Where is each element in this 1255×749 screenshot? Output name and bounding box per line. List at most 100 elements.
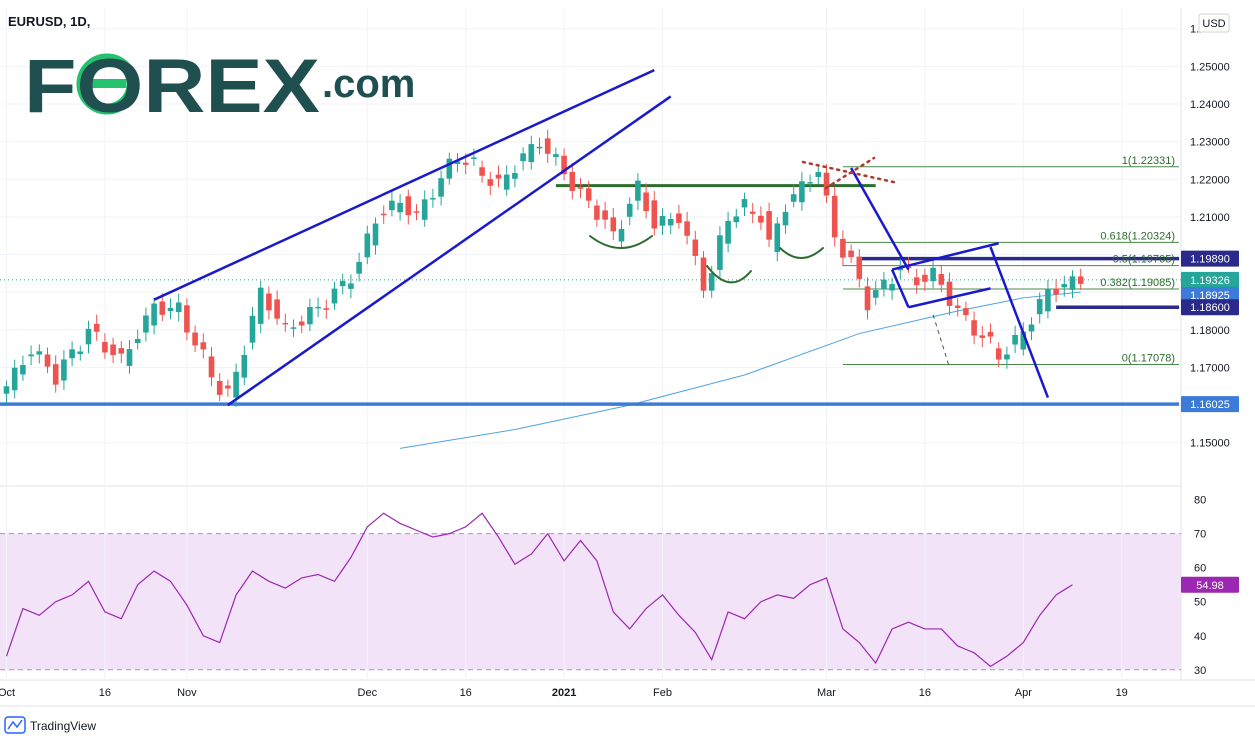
candle-body	[840, 238, 846, 258]
candle-body	[987, 331, 994, 337]
candle-body	[167, 307, 174, 312]
candle-body	[356, 261, 362, 274]
x-tick-label: Dec	[358, 687, 378, 699]
candle-body	[725, 220, 731, 244]
level-1.18600-box	[1181, 299, 1239, 316]
candle-body	[536, 146, 543, 149]
currency-box[interactable]	[1198, 13, 1230, 33]
candle-body	[602, 210, 608, 220]
candle-body	[495, 174, 502, 179]
candle-body	[946, 281, 953, 306]
candle-body	[225, 385, 231, 389]
candle-body	[561, 155, 567, 175]
candle-body	[1053, 288, 1059, 295]
candle-body	[134, 338, 141, 343]
level-1.19890-box	[1181, 250, 1239, 267]
candle-body	[618, 228, 625, 242]
candle-body	[471, 157, 477, 159]
candle-body	[380, 213, 387, 216]
x-tick-label: 2021	[552, 687, 576, 699]
candle-body	[758, 215, 764, 223]
logo-suffix: .com	[322, 62, 415, 106]
candle-body	[438, 178, 444, 197]
fib-level-label: 1(1.22331)	[1122, 155, 1175, 167]
candle-body	[1069, 276, 1076, 290]
currency-label: USD	[1202, 18, 1225, 30]
dotted-mark-2	[824, 156, 876, 190]
candle-body	[208, 356, 215, 378]
candle-body	[110, 344, 116, 356]
candle-body	[249, 315, 256, 343]
candle-body	[405, 196, 412, 216]
candle-body	[782, 211, 789, 226]
candle-body	[348, 283, 354, 289]
level-1.18600-text: 1.18600	[1190, 302, 1230, 314]
candle-body	[659, 216, 666, 226]
fib-level-label: 0(1.17078)	[1122, 353, 1175, 365]
candle-body	[175, 302, 182, 313]
x-tick-label: Nov	[177, 687, 197, 699]
head-arc	[706, 265, 752, 284]
tradingview-brand[interactable]: TradingView	[4, 716, 96, 734]
candle-body	[397, 202, 403, 213]
candle-body	[159, 301, 166, 315]
candle-body	[774, 223, 781, 253]
logo-text: FOREX	[24, 44, 320, 129]
moving-average-line	[400, 291, 1081, 449]
candle-body	[922, 274, 928, 282]
candle-body	[364, 233, 371, 258]
candle-body	[192, 332, 198, 346]
y-tick-label: 1.24000	[1190, 99, 1230, 111]
candle-body	[315, 306, 321, 309]
candle-body	[667, 218, 674, 226]
candle-body	[995, 348, 1002, 360]
right-shoulder-arc	[779, 247, 824, 259]
candle-body	[266, 293, 272, 311]
candle-body	[421, 199, 428, 220]
candle-body	[626, 203, 633, 217]
rsi-last-text: 54.98	[1196, 580, 1224, 592]
candle-body	[585, 188, 592, 201]
logo-o-ring	[76, 53, 138, 115]
last-price-text: 1.19326	[1190, 275, 1230, 287]
candle-body	[790, 194, 797, 202]
candle-body	[831, 195, 838, 238]
candle-body	[766, 211, 772, 240]
candle-body	[635, 180, 641, 201]
tradingview-icon-mark	[7, 719, 23, 730]
candle-body	[643, 192, 649, 212]
candle-body	[979, 335, 986, 338]
x-tick-label: 16	[460, 687, 472, 699]
candle-body	[487, 179, 494, 186]
rsi-band	[0, 533, 1181, 670]
candle-body	[938, 274, 945, 285]
candle-body	[717, 235, 723, 270]
candle-body	[52, 364, 59, 385]
candle-body	[954, 305, 961, 309]
candle-body	[241, 354, 248, 378]
candles	[3, 129, 1084, 407]
candle-body	[749, 211, 756, 214]
y-tick-label: 1.22000	[1190, 174, 1230, 186]
candle-body	[700, 257, 707, 291]
candle-body	[61, 359, 67, 381]
level-1.18925-text: 1.18925	[1190, 290, 1230, 302]
candle-body	[1045, 288, 1051, 312]
candle-body	[512, 173, 518, 179]
candle-body	[708, 273, 715, 291]
candle-body	[807, 182, 813, 184]
candle-body	[3, 386, 10, 394]
candle-body	[69, 349, 75, 359]
candle-body	[799, 181, 805, 203]
candle-body	[389, 200, 395, 211]
rsi-tick-label: 80	[1194, 495, 1206, 507]
last-price-box	[1181, 271, 1239, 288]
x-tick-label: 19	[1116, 687, 1128, 699]
trendline	[890, 269, 910, 308]
x-tick-label: Apr	[1015, 687, 1032, 699]
trendline	[908, 287, 991, 309]
fib-level-label: 0.382(1.19085)	[1100, 277, 1175, 289]
candle-body	[126, 349, 133, 366]
symbol-title: EURUSD, 1D,	[8, 14, 90, 29]
